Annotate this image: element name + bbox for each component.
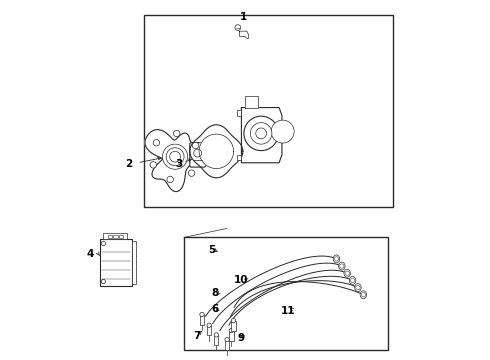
Bar	[108, 234, 112, 238]
Text: 8: 8	[211, 288, 218, 298]
Text: 9: 9	[237, 333, 244, 343]
Circle shape	[350, 278, 355, 283]
Bar	[237, 154, 242, 160]
Text: 2: 2	[125, 159, 132, 169]
Circle shape	[192, 142, 199, 149]
Bar	[214, 335, 219, 345]
Polygon shape	[199, 134, 234, 168]
Bar	[144, 15, 393, 207]
Circle shape	[214, 333, 219, 337]
Circle shape	[188, 170, 195, 176]
Ellipse shape	[349, 276, 356, 284]
Text: 4: 4	[86, 248, 94, 258]
Circle shape	[271, 120, 294, 143]
Polygon shape	[242, 108, 282, 163]
Text: 10: 10	[234, 275, 248, 285]
Text: 11: 11	[281, 306, 295, 316]
Polygon shape	[145, 130, 213, 192]
Text: 5: 5	[208, 245, 216, 255]
Bar	[225, 339, 229, 350]
Circle shape	[207, 323, 211, 327]
Circle shape	[250, 123, 272, 144]
Polygon shape	[190, 125, 243, 178]
Circle shape	[231, 319, 236, 323]
Circle shape	[361, 293, 366, 297]
Bar	[231, 320, 236, 330]
Polygon shape	[245, 96, 258, 108]
Circle shape	[173, 130, 180, 137]
Bar	[113, 234, 118, 238]
Circle shape	[235, 25, 241, 31]
Ellipse shape	[355, 284, 361, 292]
Bar	[200, 315, 204, 324]
Circle shape	[340, 264, 344, 268]
Text: 1: 1	[240, 12, 247, 22]
Text: 3: 3	[175, 159, 182, 169]
Ellipse shape	[360, 291, 367, 299]
Bar	[119, 234, 123, 238]
FancyBboxPatch shape	[190, 143, 205, 167]
Circle shape	[356, 285, 360, 290]
Polygon shape	[240, 31, 248, 39]
Circle shape	[244, 116, 278, 150]
Bar	[229, 330, 234, 341]
Text: 7: 7	[193, 331, 200, 341]
Bar	[237, 110, 242, 116]
Bar	[103, 233, 126, 239]
Circle shape	[345, 271, 349, 275]
Bar	[100, 239, 132, 286]
Circle shape	[225, 337, 229, 342]
Ellipse shape	[344, 269, 350, 277]
Ellipse shape	[333, 255, 340, 263]
Bar	[184, 237, 389, 350]
Circle shape	[334, 257, 339, 261]
Bar	[207, 325, 211, 335]
Circle shape	[200, 312, 204, 317]
Circle shape	[153, 140, 160, 146]
Circle shape	[150, 162, 156, 168]
Bar	[132, 241, 136, 284]
Circle shape	[167, 176, 173, 183]
Circle shape	[256, 128, 267, 139]
Ellipse shape	[339, 262, 345, 270]
Circle shape	[229, 328, 234, 333]
Text: 6: 6	[211, 304, 218, 314]
